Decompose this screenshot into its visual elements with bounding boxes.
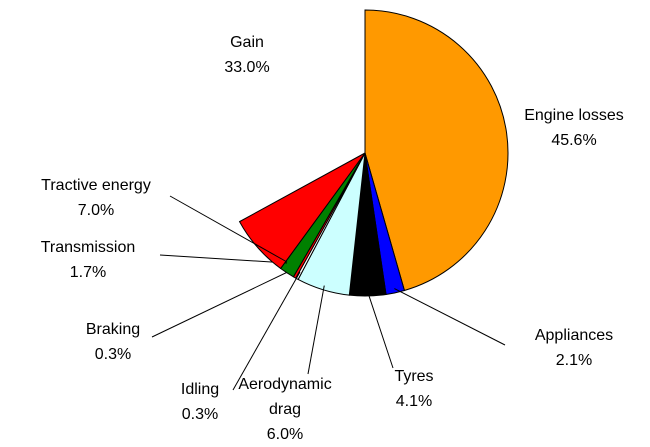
- pie-slice: [238, 152, 366, 270]
- slice-label: Tractive energy: [41, 177, 151, 194]
- slice-value-label: 45.6%: [551, 132, 596, 149]
- leader-line: [232, 271, 301, 391]
- slice-value-label: 7.0%: [78, 202, 114, 219]
- pie-slice: [364, 9, 509, 292]
- slice-label: Tyres: [394, 368, 433, 385]
- leader-line: [159, 254, 288, 264]
- slice-label: Idling: [181, 381, 219, 398]
- leader-line: [169, 195, 288, 263]
- slice-label: Braking: [86, 321, 140, 338]
- slice-label: Gain: [230, 34, 264, 51]
- slice-value-label: 4.1%: [396, 393, 432, 410]
- slice-value-label: 0.3%: [182, 406, 218, 423]
- slice-value-label: 33.0%: [224, 59, 269, 76]
- leader-line: [367, 291, 394, 369]
- slice-value-label: 6.0%: [267, 426, 303, 443]
- slice-label: Aerodynamic drag: [238, 376, 331, 418]
- slice-value-label: 1.7%: [70, 264, 106, 281]
- slice-label: Appliances: [535, 327, 613, 344]
- slice-value-label: 0.3%: [95, 346, 131, 363]
- slice-value-label: 2.1%: [556, 352, 592, 369]
- leader-line: [307, 285, 325, 375]
- slice-label: Transmission: [41, 239, 136, 256]
- leader-line: [394, 288, 506, 346]
- leader-line: [151, 267, 297, 338]
- slice-label: Engine losses: [524, 107, 624, 124]
